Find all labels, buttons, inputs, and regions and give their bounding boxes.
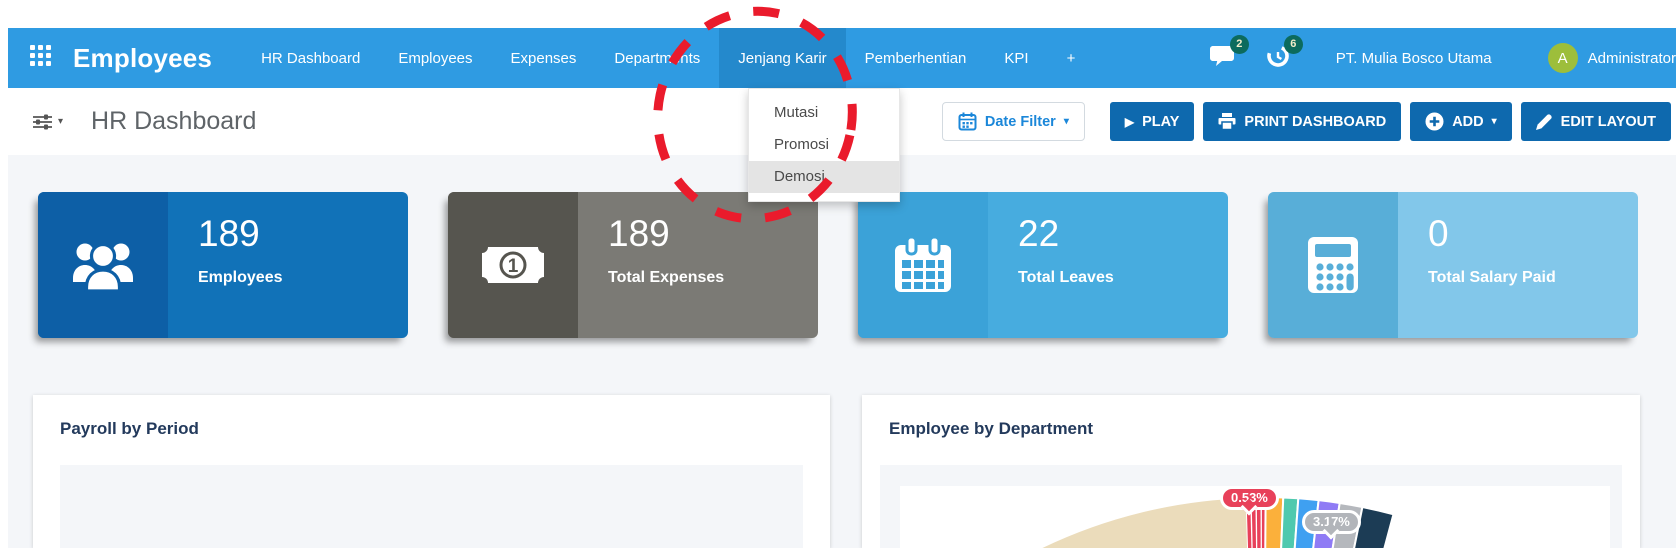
nav-item-departments[interactable]: Departments	[614, 49, 701, 67]
jenjang-karir-dropdown: Mutasi Promosi Demosi	[748, 88, 900, 202]
user-avatar[interactable]: A	[1547, 43, 1578, 73]
stat-card-employees[interactable]: 189 Employees	[38, 192, 408, 338]
chevron-down-icon: ▾	[1063, 116, 1069, 127]
calculator-icon	[1268, 192, 1398, 338]
calendar-small-icon	[958, 112, 977, 131]
apps-grid-icon[interactable]	[30, 45, 51, 71]
stat-label: Total Expenses	[608, 268, 725, 286]
chat-button[interactable]: 2	[1209, 34, 1249, 73]
chat-icon	[1209, 45, 1234, 66]
menu-item-mutasi[interactable]: Mutasi	[774, 104, 819, 121]
play-icon: ▶	[1124, 114, 1135, 129]
department-panel: Employee by Department 0.53% 3.17%	[862, 395, 1640, 548]
reminders-button[interactable]: 6	[1266, 34, 1303, 73]
dashboard-content: 189 Employees 1	[8, 155, 1676, 548]
page-title: HR Dashboard	[91, 107, 257, 135]
nav-item-expenses[interactable]: Expenses	[510, 49, 577, 67]
nav-item-kpi[interactable]: KPI	[1004, 49, 1029, 67]
people-icon	[38, 192, 168, 338]
pencil-icon	[1535, 114, 1552, 130]
chevron-down-icon: ▾	[58, 116, 64, 127]
print-dashboard-button[interactable]: PRINT DASHBOARD	[1203, 102, 1402, 141]
stat-label: Total Leaves	[1018, 268, 1114, 286]
pie-label-badge[interactable]: 3.17%	[1302, 510, 1361, 534]
add-button[interactable]: ADD ▾	[1410, 102, 1512, 141]
clock-badge: 6	[1283, 34, 1303, 54]
stat-card-total-leaves[interactable]: 22 Total Leaves	[858, 192, 1228, 338]
stat-label: Employees	[198, 268, 283, 286]
date-filter-button[interactable]: Date Filter ▾	[941, 102, 1085, 141]
stat-value: 0	[1428, 213, 1449, 254]
stat-card-total-salary-paid[interactable]: 0 Total Salary Paid	[1268, 192, 1638, 338]
company-name[interactable]: PT. Mulia Bosco Utama	[1335, 49, 1492, 67]
plus-circle-icon	[1425, 112, 1444, 131]
nav-item-employees[interactable]: Employees	[398, 49, 473, 67]
banknote-icon: 1	[448, 192, 578, 338]
nav-item-plus[interactable]: +	[1066, 49, 1076, 67]
app-brand[interactable]: Employees	[73, 42, 213, 73]
sliders-icon	[33, 114, 52, 129]
stat-value: 22	[1018, 213, 1060, 254]
stat-value: 189	[198, 213, 260, 254]
dashboard-filter-dropdown[interactable]: ▾	[33, 114, 63, 130]
play-button[interactable]: ▶ PLAY	[1109, 102, 1195, 141]
clock-icon	[1266, 44, 1289, 67]
calendar-icon	[858, 192, 988, 338]
stat-card-total-expenses[interactable]: 1 189 Total Expenses	[448, 192, 818, 338]
nav-item-jenjang-karir[interactable]: Jenjang Karir	[719, 28, 846, 88]
department-panel-title: Employee by Department	[889, 419, 1094, 438]
payroll-panel-title: Payroll by Period	[60, 419, 199, 438]
chevron-down-icon: ▾	[1491, 116, 1497, 127]
payroll-chart-area	[60, 465, 803, 548]
menu-item-promosi[interactable]: Promosi	[774, 136, 830, 153]
navbar-right: 2 6 PT. Mulia Bosco Utama A Administrato…	[1209, 34, 1676, 73]
edit-layout-button[interactable]: EDIT LAYOUT	[1520, 102, 1671, 141]
svg-text:1: 1	[508, 256, 519, 277]
top-navbar: Employees HR Dashboard Employees Expense…	[8, 28, 1676, 88]
menu-item-demosi[interactable]: Demosi	[749, 161, 899, 193]
stat-value: 189	[608, 213, 670, 254]
toolbar-buttons: Date Filter ▾ ▶ PLAY PRINT DASHBOARD	[941, 102, 1671, 141]
nav-item-hr-dashboard[interactable]: HR Dashboard	[261, 49, 361, 67]
stat-label: Total Salary Paid	[1428, 268, 1556, 286]
printer-icon	[1218, 113, 1236, 130]
payroll-panel: Payroll by Period	[33, 395, 830, 548]
department-pie-plot: 0.53% 3.17%	[900, 486, 1610, 548]
main-nav: HR Dashboard Employees Expenses Departme…	[242, 28, 1094, 88]
date-filter-label: Date Filter	[984, 113, 1056, 130]
nav-item-pemberhentian[interactable]: Pemberhentian	[864, 49, 967, 67]
department-chart-area: 0.53% 3.17%	[880, 465, 1622, 548]
stat-cards-row: 189 Employees 1	[38, 192, 1638, 338]
chat-badge: 2	[1229, 34, 1249, 54]
pie-label-badge[interactable]: 0.53%	[1220, 486, 1279, 510]
username[interactable]: Administrator	[1587, 49, 1676, 67]
